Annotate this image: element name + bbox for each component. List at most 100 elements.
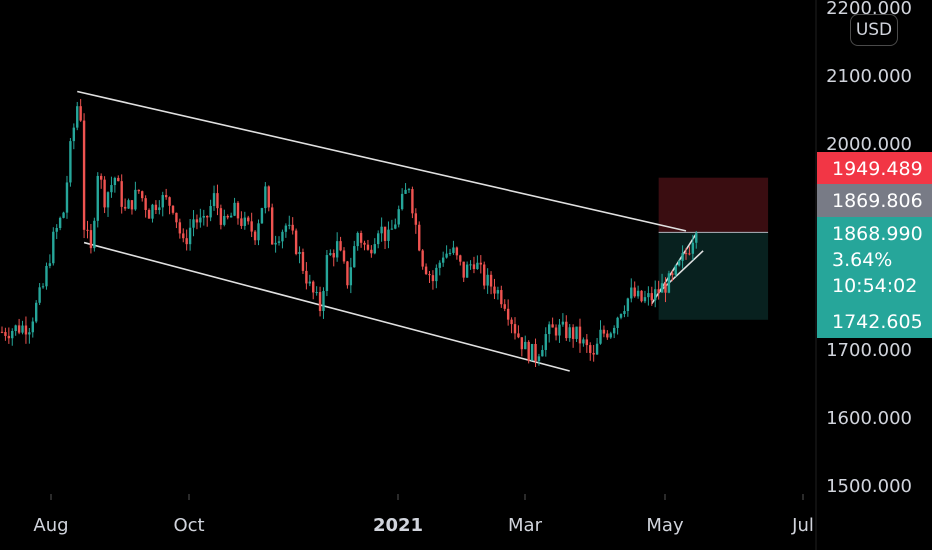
candle-body [506, 308, 510, 320]
candle-body [643, 297, 647, 302]
candle-body [305, 270, 308, 284]
candle-body [373, 244, 376, 254]
candle-body [575, 326, 578, 339]
candle-body [315, 292, 318, 294]
stop-price-tag [817, 305, 932, 338]
candle-body [571, 327, 575, 339]
candle-body [346, 261, 349, 286]
candle-body [500, 290, 503, 305]
candle-body [667, 273, 671, 293]
candle-body [592, 352, 595, 355]
candle-body [493, 286, 496, 294]
candle-body [318, 292, 322, 311]
candle-body [110, 185, 113, 193]
candle-body [681, 253, 684, 261]
candle-body [630, 287, 633, 299]
trendline[interactable] [77, 90, 687, 232]
candle-body [356, 232, 359, 247]
time-tick-label: Jul [791, 515, 814, 536]
candle-body [455, 247, 459, 256]
candle-body [548, 324, 551, 335]
candle-body [568, 327, 571, 339]
candle-body [633, 287, 636, 297]
candle-body [428, 274, 431, 276]
candle-body [82, 120, 86, 230]
time-axis[interactable]: Aug Oct 2021 Mar May Jul [33, 494, 814, 536]
last-price-tag-text: 10:54:02 [832, 275, 917, 297]
candle-body [640, 290, 643, 302]
candle-body [229, 215, 233, 218]
currency-button[interactable]: USD [850, 14, 898, 46]
candle-body [257, 223, 260, 241]
candle-body [619, 314, 623, 318]
candle-body [274, 242, 277, 245]
candle-body [55, 228, 58, 232]
candle-body [561, 321, 565, 325]
candle-body [421, 250, 424, 267]
candle-body [657, 289, 660, 293]
candle-body [45, 265, 48, 287]
candle-body [17, 325, 21, 333]
candle-body [164, 195, 168, 198]
candle-body [472, 264, 476, 270]
candle-body [370, 249, 373, 254]
candle-body [424, 266, 428, 275]
candle-body [626, 298, 630, 312]
candle-body [288, 224, 291, 226]
candle-body [599, 329, 602, 344]
candle-body [418, 224, 421, 251]
candle-body [407, 189, 411, 191]
candle-body [28, 332, 31, 335]
candle-body [99, 175, 103, 180]
candle-body [185, 238, 188, 245]
candlesticks [0, 99, 698, 368]
candle-body [363, 242, 366, 245]
candle-body [431, 275, 435, 282]
trendline[interactable] [83, 241, 570, 372]
price-tick-label: 2000.000 [826, 134, 912, 155]
candle-body [527, 341, 530, 361]
candle-body [616, 317, 619, 328]
candle-body [38, 287, 41, 303]
candle-body [178, 222, 182, 234]
price-tick-label: 1600.000 [826, 408, 912, 429]
price-tick-label: 2100.000 [826, 66, 912, 87]
candle-body [380, 226, 383, 234]
candle-body [349, 267, 353, 286]
candle-body [233, 202, 236, 216]
candle-body [93, 220, 96, 249]
candle-body [147, 209, 151, 219]
candle-body [537, 356, 541, 362]
entry-price-tag [817, 184, 932, 217]
trendlines[interactable] [77, 90, 704, 372]
loss-zone[interactable] [658, 232, 769, 320]
candle-body [503, 304, 506, 309]
candle-body [69, 141, 72, 183]
candle-body [137, 189, 140, 192]
candle-body [582, 339, 585, 344]
candle-body [144, 198, 147, 210]
candle-body [86, 229, 89, 231]
price-tick-label: 1500.000 [826, 476, 912, 497]
candle-body [589, 345, 592, 353]
candle-body [517, 333, 520, 338]
candle-body [301, 251, 305, 271]
long-position-tool[interactable] [658, 177, 769, 320]
last-price-tag-text: 1868.990 [832, 223, 923, 245]
candle-body [134, 189, 137, 210]
candle-body [438, 262, 441, 268]
candle-body [161, 195, 164, 208]
candle-body [0, 331, 4, 333]
time-tick-label: 2021 [373, 515, 423, 536]
candle-body [308, 281, 311, 284]
candle-body [366, 244, 370, 250]
candle-body [530, 344, 534, 361]
candle-body [335, 241, 339, 258]
profit-zone[interactable] [658, 177, 769, 233]
candle-body [284, 225, 288, 232]
candle-body [151, 204, 154, 219]
target-price-tag-text: 1949.489 [832, 158, 923, 180]
candle-body [209, 206, 212, 218]
price-axis[interactable]: 2200.0002100.0002000.0001700.0001600.000… [826, 0, 912, 497]
